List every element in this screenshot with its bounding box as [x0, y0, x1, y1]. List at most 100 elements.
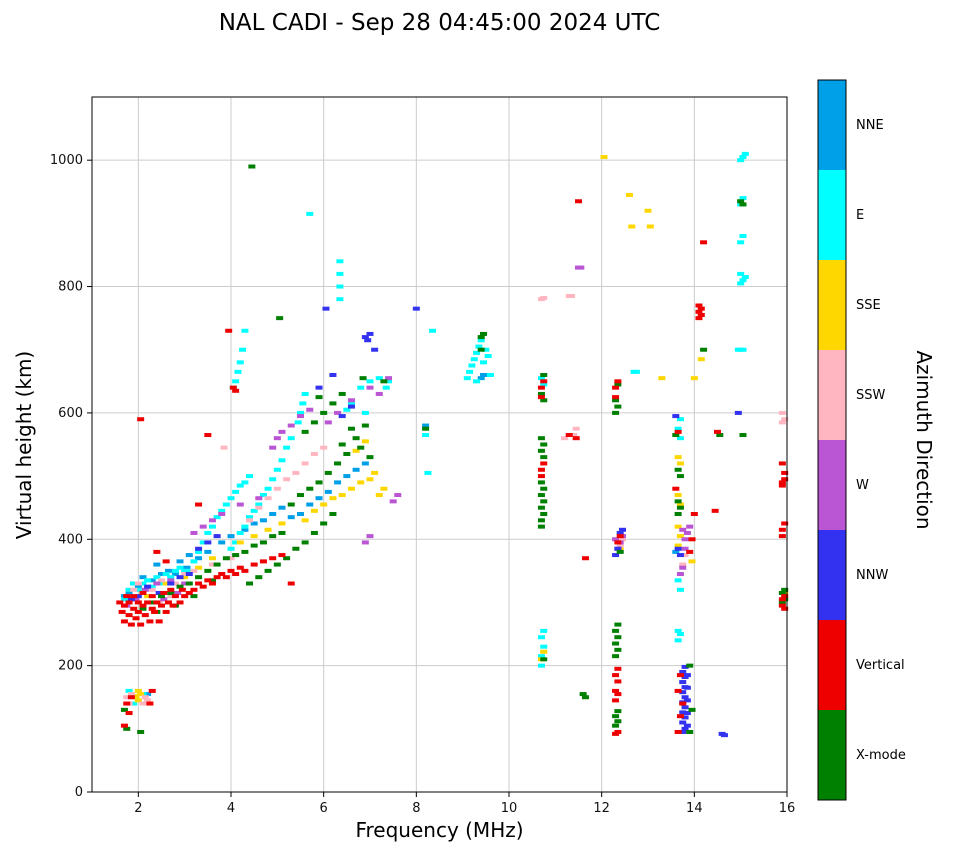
y-tick-label: 0	[75, 785, 83, 800]
data-point-x-mode	[612, 628, 620, 633]
data-point-e	[236, 360, 244, 365]
data-point-e	[255, 502, 263, 507]
data-point-vertical	[612, 688, 620, 693]
data-point-ssw	[679, 562, 687, 567]
data-point-nnw	[144, 584, 152, 589]
data-point-w	[366, 385, 374, 390]
data-point-x-mode	[674, 467, 682, 472]
data-point-ssw	[273, 486, 281, 491]
data-point-e	[429, 328, 437, 333]
data-point-e	[484, 354, 492, 359]
x-tick-label: 6	[320, 801, 328, 816]
data-point-x-mode	[329, 512, 337, 516]
data-point-sse	[690, 376, 698, 381]
data-point-vertical	[204, 433, 212, 438]
data-point-e	[236, 530, 244, 535]
data-point-x-mode	[357, 445, 365, 450]
data-point-w	[679, 527, 687, 532]
data-point-x-mode	[716, 433, 724, 438]
data-point-nne	[422, 423, 430, 428]
y-tick-label: 1000	[50, 153, 83, 168]
data-point-vertical	[176, 600, 184, 605]
data-point-e	[336, 284, 344, 289]
data-point-x-mode	[334, 461, 342, 466]
data-point-vertical	[213, 575, 221, 580]
data-point-x-mode	[537, 391, 545, 396]
data-point-e	[167, 575, 175, 580]
data-point-ssw	[781, 417, 789, 422]
data-point-sse	[600, 155, 608, 160]
data-point-ssw	[619, 537, 627, 542]
data-point-w	[577, 265, 585, 270]
data-point-x-mode	[310, 420, 318, 425]
data-point-e	[674, 578, 682, 583]
data-point-vertical	[222, 575, 230, 580]
data-point-vertical	[537, 467, 545, 472]
data-point-vertical	[241, 568, 249, 573]
data-point-e	[473, 350, 481, 355]
data-point-x-mode	[537, 436, 545, 441]
colorbar-category-label: Vertical	[856, 658, 905, 673]
data-point-x-mode	[537, 493, 545, 498]
data-point-ssw	[561, 436, 569, 441]
data-point-x-mode	[537, 448, 545, 453]
data-point-nne	[227, 534, 235, 539]
data-point-ssw	[681, 553, 689, 558]
data-point-e	[176, 565, 184, 570]
data-point-e	[739, 155, 747, 160]
data-point-ssw	[130, 587, 138, 592]
data-point-e	[278, 458, 286, 463]
data-point-vertical	[612, 673, 620, 678]
data-point-e	[632, 369, 640, 374]
data-point-nnw	[679, 669, 687, 674]
data-point-w	[208, 518, 216, 523]
data-point-sse	[310, 508, 318, 513]
data-point-vertical	[120, 603, 128, 608]
data-point-w	[361, 540, 369, 545]
data-point-nne	[153, 562, 161, 567]
data-point-sse	[250, 534, 258, 539]
data-point-vertical	[148, 606, 156, 611]
data-point-e	[120, 597, 128, 602]
data-point-e	[674, 638, 682, 643]
data-point-w	[679, 565, 687, 570]
data-point-ssw	[568, 294, 576, 299]
data-point-nnw	[619, 527, 627, 532]
data-point-vertical	[575, 199, 582, 204]
data-point-e	[139, 581, 147, 586]
data-point-vertical	[125, 600, 133, 605]
data-point-ssw	[310, 451, 318, 456]
x-tick-label: 10	[501, 801, 518, 816]
data-point-x-mode	[246, 581, 254, 586]
data-point-w	[385, 376, 393, 381]
colorbar-category-label: SSW	[856, 388, 886, 403]
data-point-nnw	[683, 673, 691, 678]
data-point-vertical	[195, 581, 203, 586]
x-tick-label: 4	[227, 801, 235, 816]
data-point-nnw	[134, 594, 142, 599]
data-point-vertical	[540, 461, 548, 466]
data-point-nne	[148, 578, 156, 583]
data-point-e	[486, 373, 494, 377]
data-point-vertical	[118, 609, 126, 614]
data-point-x-mode	[700, 347, 708, 352]
data-point-x-mode	[579, 692, 587, 697]
data-point-x-mode	[292, 546, 300, 551]
data-point-vertical	[697, 306, 705, 311]
data-point-e	[148, 584, 156, 589]
data-point-vertical	[127, 622, 135, 627]
data-point-vertical	[686, 549, 694, 554]
y-tick-label: 400	[58, 532, 83, 547]
data-point-x-mode	[361, 423, 369, 428]
data-point-e	[463, 376, 471, 381]
data-point-nne	[183, 565, 191, 570]
data-point-x-mode	[686, 663, 694, 668]
data-point-w	[394, 493, 402, 498]
data-point-w	[181, 581, 189, 586]
data-point-vertical	[714, 429, 721, 434]
data-point-vertical	[614, 692, 622, 697]
data-point-sse	[357, 480, 365, 485]
data-point-vertical	[125, 711, 133, 716]
data-point-vertical	[120, 723, 128, 728]
